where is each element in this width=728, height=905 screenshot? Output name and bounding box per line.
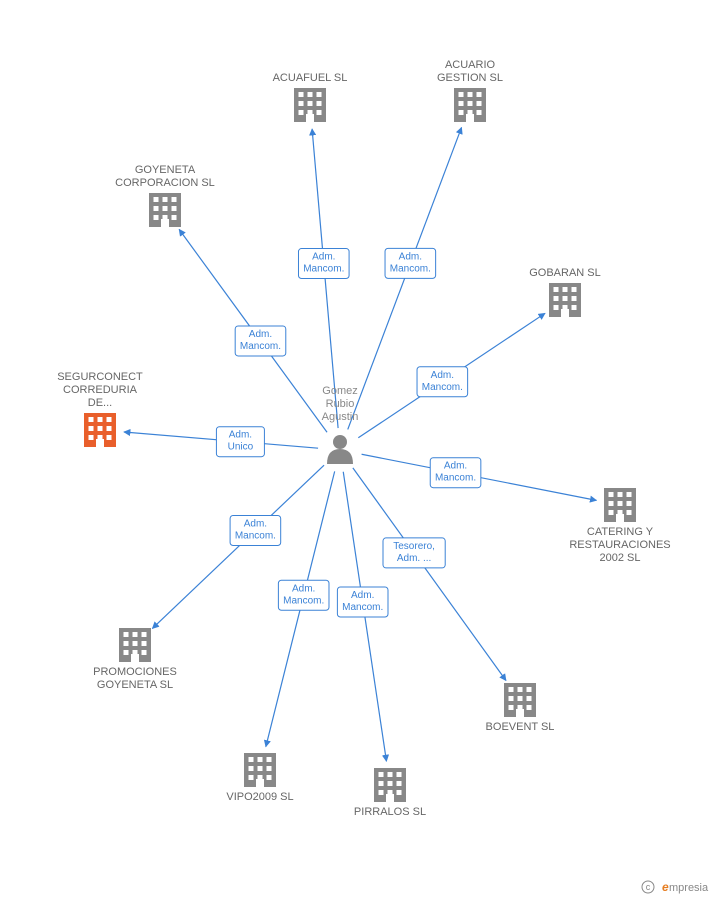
brand-rest: mpresia bbox=[669, 882, 709, 894]
node-label: 2002 SL bbox=[600, 552, 641, 564]
edge-label-acuario: Adm.Mancom. bbox=[385, 248, 436, 278]
svg-text:Adm.: Adm. bbox=[399, 251, 422, 262]
edge-boevent bbox=[353, 468, 506, 681]
svg-text:Adm.: Adm. bbox=[292, 583, 315, 594]
edge-label-gobaran: Adm.Mancom. bbox=[417, 367, 468, 397]
edge-label-segurconect: Adm.Unico bbox=[216, 427, 264, 457]
node-label: CATERING Y bbox=[587, 526, 654, 538]
svg-text:Mancom.: Mancom. bbox=[235, 530, 276, 541]
node-label: GOBARAN SL bbox=[529, 267, 601, 279]
svg-text:Unico: Unico bbox=[228, 442, 254, 453]
svg-text:Mancom.: Mancom. bbox=[303, 264, 344, 275]
nodes-layer: ACUAFUEL SL ACUARIOGESTION SL GOYENETACORP… bbox=[57, 59, 670, 818]
node-gobaran[interactable]: GOBARAN SL bbox=[529, 267, 601, 317]
node-promociones[interactable]: PROMOCIONESGOYENETA SL bbox=[93, 628, 177, 691]
node-label: CORPORACION SL bbox=[115, 177, 215, 189]
svg-text:Mancom.: Mancom. bbox=[342, 602, 383, 613]
svg-text:Adm.: Adm. bbox=[249, 329, 272, 340]
edge-label-vipo: Adm.Mancom. bbox=[278, 580, 329, 610]
node-pirralos[interactable]: PIRRALOS SL bbox=[354, 768, 426, 818]
node-label: GOYENETA bbox=[135, 164, 196, 176]
svg-text:Adm.: Adm. bbox=[431, 370, 454, 381]
edge-label-promociones: Adm.Mancom. bbox=[230, 515, 281, 545]
node-acuafuel[interactable]: ACUAFUEL SL bbox=[273, 72, 348, 122]
svg-text:Mancom.: Mancom. bbox=[283, 595, 324, 606]
node-label: CORREDURIA bbox=[63, 384, 138, 396]
edge-label-boevent: Tesorero,Adm. ... bbox=[383, 538, 445, 568]
svg-text:Adm.: Adm. bbox=[244, 518, 267, 529]
node-label: DE... bbox=[88, 397, 112, 409]
center-node: GomezRubioAgustin bbox=[322, 385, 359, 464]
edges-layer bbox=[124, 127, 597, 761]
svg-text:Adm.: Adm. bbox=[444, 461, 467, 472]
node-label: ACUAFUEL SL bbox=[273, 72, 348, 84]
center-label: Rubio bbox=[326, 398, 355, 410]
svg-text:Adm.: Adm. bbox=[351, 590, 374, 601]
svg-text:Adm. ...: Adm. ... bbox=[397, 553, 431, 564]
node-label: RESTAURACIONES bbox=[569, 539, 670, 551]
node-vipo[interactable]: VIPO2009 SL bbox=[226, 753, 293, 803]
svg-text:Mancom.: Mancom. bbox=[422, 382, 463, 393]
center-label: Gomez bbox=[322, 385, 357, 397]
node-label: VIPO2009 SL bbox=[226, 791, 293, 803]
node-boevent[interactable]: BOEVENT SL bbox=[486, 683, 555, 733]
footer: c e mpresia bbox=[642, 880, 709, 894]
node-label: BOEVENT SL bbox=[486, 721, 555, 733]
svg-text:Adm.: Adm. bbox=[229, 430, 252, 441]
edge-labels-layer: Adm.Mancom.Adm.Mancom.Adm.Mancom.Adm.Man… bbox=[216, 248, 480, 617]
edge-label-acuafuel: Adm.Mancom. bbox=[298, 249, 349, 279]
node-goyeneta_c[interactable]: GOYENETACORPORACION SL bbox=[115, 164, 215, 227]
node-segurconect[interactable]: SEGURCONECTCORREDURIADE... bbox=[57, 371, 143, 447]
copyright-symbol: c bbox=[646, 882, 651, 892]
node-label: GOYENETA SL bbox=[97, 679, 173, 691]
svg-text:Mancom.: Mancom. bbox=[390, 263, 431, 274]
node-label: ACUARIO bbox=[445, 59, 496, 71]
node-label: GESTION SL bbox=[437, 72, 503, 84]
edge-label-catering: Adm.Mancom. bbox=[430, 458, 481, 488]
edge-label-goyeneta_c: Adm.Mancom. bbox=[235, 326, 286, 356]
node-acuario[interactable]: ACUARIOGESTION SL bbox=[437, 59, 503, 122]
edge-label-pirralos: Adm.Mancom. bbox=[337, 587, 388, 617]
svg-text:Mancom.: Mancom. bbox=[240, 341, 281, 352]
node-label: SEGURCONECT bbox=[57, 371, 143, 383]
node-label: PIRRALOS SL bbox=[354, 806, 426, 818]
node-catering[interactable]: CATERING YRESTAURACIONES2002 SL bbox=[569, 488, 670, 564]
center-person[interactable]: GomezRubioAgustin bbox=[322, 385, 359, 464]
center-label: Agustin bbox=[322, 411, 359, 423]
svg-text:Tesorero,: Tesorero, bbox=[393, 541, 435, 552]
svg-text:Mancom.: Mancom. bbox=[435, 473, 476, 484]
brand-first-letter: e bbox=[662, 880, 669, 894]
network-diagram: Adm.Mancom.Adm.Mancom.Adm.Mancom.Adm.Man… bbox=[0, 0, 728, 905]
svg-text:Adm.: Adm. bbox=[312, 252, 335, 263]
node-label: PROMOCIONES bbox=[93, 666, 177, 678]
